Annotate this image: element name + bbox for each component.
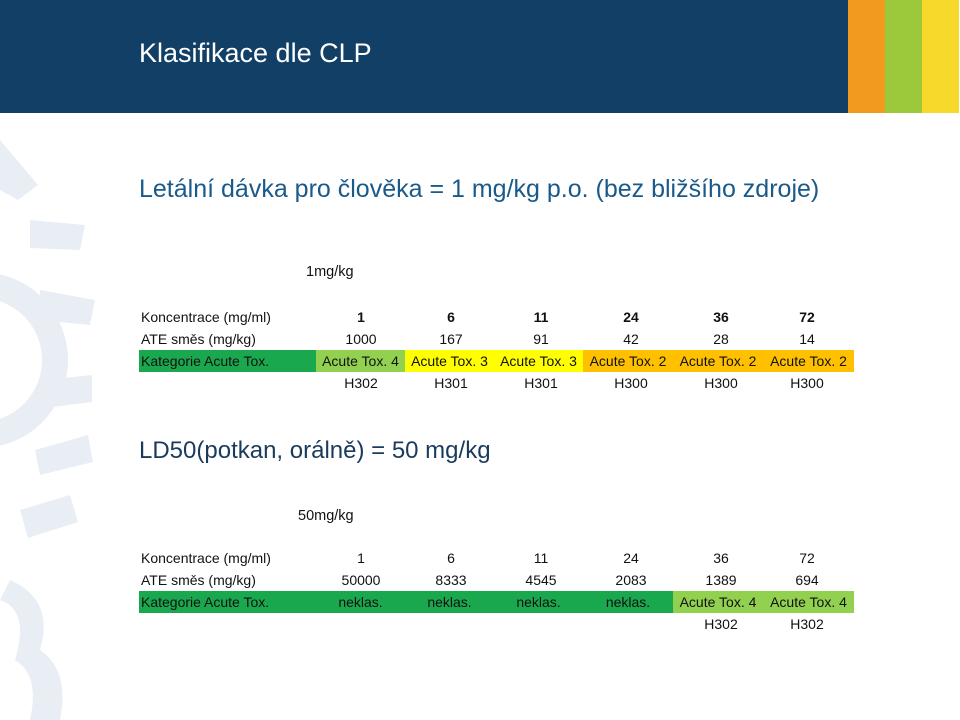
accent-stripe-yellow: [922, 0, 959, 113]
decorative-sun-graphic: [0, 140, 95, 720]
table-row-concentration: Koncentrace (mg/ml) 1 6 11 24 36 72: [139, 306, 854, 328]
table-row-category: Kategorie Acute Tox. Acute Tox. 4 Acute …: [139, 350, 854, 372]
category-cell: Acute Tox. 4: [316, 350, 405, 372]
table-cell: 2083: [615, 572, 647, 588]
table-cell: 694: [795, 572, 819, 588]
section1-heading: Letální dávka pro člověka = 1 mg/kg p.o.…: [139, 175, 820, 203]
category-cell: Acute Tox. 3: [405, 350, 494, 372]
table-row-category: Kategorie Acute Tox. neklas. neklas. nek…: [139, 591, 854, 613]
category-cell: Acute Tox. 4: [763, 591, 854, 613]
table-cell: 28: [713, 331, 729, 347]
category-cell: Acute Tox. 2: [673, 350, 763, 372]
table-row-hazard: H302 H302: [139, 613, 854, 635]
hazard-cell: H300: [614, 375, 648, 391]
hazard-cell: H301: [434, 375, 468, 391]
table-cell: 1: [357, 309, 365, 325]
section1-unit-label: 1mg/kg: [306, 264, 354, 280]
table-cell: 91: [533, 331, 549, 347]
category-cell: neklas.: [494, 591, 583, 613]
table-cell: 6: [447, 550, 455, 566]
row-label: Koncentrace (mg/ml): [141, 550, 271, 566]
category-cell: Acute Tox. 4: [673, 591, 763, 613]
category-cell: Acute Tox. 3: [494, 350, 583, 372]
table-cell: 50000: [341, 572, 381, 588]
header-bar: Klasifikace dle CLP: [0, 0, 848, 113]
table-cell: 24: [623, 309, 639, 325]
table-cell: 8333: [435, 572, 467, 588]
section2-unit-label: 50mg/kg: [298, 508, 354, 524]
table-cell: 11: [533, 550, 549, 566]
table-cell: 1000: [345, 331, 377, 347]
hazard-cell: H300: [790, 375, 824, 391]
row-label: Kategorie Acute Tox.: [139, 591, 316, 613]
accent-stripe-orange: [848, 0, 885, 113]
hazard-cell: H302: [344, 375, 378, 391]
table-cell: 6: [447, 309, 455, 325]
table-cell: 72: [799, 550, 815, 566]
slide-title: Klasifikace dle CLP: [139, 38, 372, 68]
category-cell: Acute Tox. 2: [763, 350, 854, 372]
category-cell: neklas.: [316, 591, 405, 613]
table-cell: 4545: [525, 572, 557, 588]
section2-table: Koncentrace (mg/ml) 1 6 11 24 36 72 ATE …: [139, 547, 854, 635]
hazard-cell: H300: [704, 375, 738, 391]
accent-stripe-lime: [885, 0, 922, 113]
row-label: Koncentrace (mg/ml): [141, 309, 271, 325]
table-row-hazard: H302 H301 H301 H300 H300 H300: [139, 372, 854, 394]
hazard-cell: H302: [790, 616, 824, 632]
table-row-concentration: Koncentrace (mg/ml) 1 6 11 24 36 72: [139, 547, 854, 569]
hazard-cell: H302: [704, 616, 738, 632]
table-cell: 42: [623, 331, 639, 347]
category-cell: neklas.: [405, 591, 494, 613]
row-label: ATE směs (mg/kg): [141, 331, 256, 347]
table-cell: 24: [623, 550, 639, 566]
table-cell: 167: [439, 331, 463, 347]
hazard-cell: H301: [524, 375, 558, 391]
table-cell: 36: [713, 309, 729, 325]
table-row-ate: ATE směs (mg/kg) 1000 167 91 42 28 14: [139, 328, 854, 350]
row-label: Kategorie Acute Tox.: [139, 350, 316, 372]
table-cell: 1389: [705, 572, 737, 588]
table-cell: 1: [357, 550, 365, 566]
table-cell: 14: [799, 331, 815, 347]
table-cell: 36: [713, 550, 729, 566]
category-cell: neklas.: [583, 591, 673, 613]
row-label: ATE směs (mg/kg): [141, 572, 256, 588]
section1-table: Koncentrace (mg/ml) 1 6 11 24 36 72 ATE …: [139, 306, 854, 394]
table-cell: 11: [533, 309, 549, 325]
section2-heading: LD50(potkan, orálně) = 50 mg/kg: [139, 437, 491, 464]
table-row-ate: ATE směs (mg/kg) 50000 8333 4545 2083 13…: [139, 569, 854, 591]
category-cell: Acute Tox. 2: [583, 350, 673, 372]
table-cell: 72: [799, 309, 815, 325]
